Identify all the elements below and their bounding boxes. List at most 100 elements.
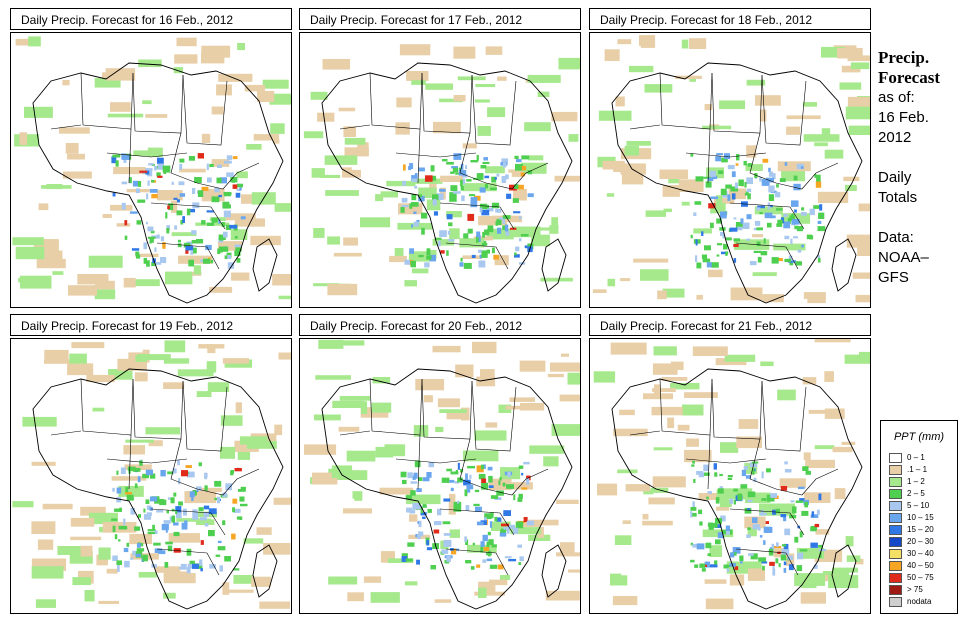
country-border bbox=[132, 378, 184, 440]
precip-cell bbox=[470, 200, 478, 208]
precip-cell bbox=[510, 527, 541, 535]
precip-cell bbox=[163, 520, 171, 524]
continent-outline bbox=[611, 368, 863, 610]
precip-cell bbox=[203, 505, 210, 510]
precip-cell bbox=[551, 111, 578, 122]
precip-cell bbox=[142, 473, 149, 479]
precip-cell bbox=[418, 477, 423, 481]
precip-cell bbox=[478, 249, 482, 253]
precip-cell bbox=[462, 178, 466, 185]
precip-cell bbox=[474, 591, 505, 596]
precip-cell bbox=[499, 477, 502, 481]
precip-cell bbox=[460, 179, 463, 187]
precip-cell bbox=[147, 226, 154, 232]
legend-swatch bbox=[889, 597, 902, 607]
precip-cell bbox=[395, 122, 410, 135]
precip-cell bbox=[216, 84, 232, 96]
precip-cell bbox=[484, 229, 490, 236]
precip-cell bbox=[745, 475, 751, 479]
precip-cell bbox=[181, 470, 188, 477]
legend-item: 40 – 50 bbox=[889, 561, 955, 571]
precip-cell bbox=[593, 371, 616, 383]
precip-cell bbox=[185, 249, 189, 254]
precip-cell bbox=[797, 249, 802, 253]
precip-cell bbox=[182, 216, 185, 223]
precip-cell bbox=[317, 112, 335, 122]
precip-cell bbox=[652, 476, 686, 488]
precip-cell bbox=[22, 416, 57, 427]
precip-cell bbox=[708, 269, 723, 278]
precip-cell bbox=[155, 566, 181, 573]
precip-cell bbox=[451, 548, 457, 555]
precip-cell bbox=[808, 409, 836, 414]
precip-cell bbox=[136, 548, 145, 552]
precip-cell bbox=[549, 225, 559, 234]
precip-cell bbox=[163, 592, 176, 599]
precip-cell bbox=[191, 230, 197, 235]
precip-cell bbox=[440, 250, 445, 254]
precip-cell bbox=[457, 462, 460, 470]
precip-cell bbox=[180, 220, 184, 225]
precip-cell bbox=[164, 340, 186, 353]
precip-cell bbox=[416, 488, 422, 492]
precip-cell bbox=[810, 514, 819, 518]
country-border bbox=[170, 132, 198, 184]
precip-cell bbox=[448, 239, 455, 242]
country-border bbox=[417, 434, 421, 490]
precip-cell bbox=[135, 553, 141, 558]
precip-cell bbox=[707, 553, 711, 556]
precip-cell bbox=[503, 527, 508, 530]
legend-label: 15 – 20 bbox=[907, 525, 934, 534]
precip-cell bbox=[720, 442, 739, 453]
precip-cell bbox=[116, 223, 131, 227]
precip-cell bbox=[132, 467, 141, 472]
precip-cell bbox=[794, 225, 799, 230]
precip-cell bbox=[448, 502, 456, 515]
precip-cell bbox=[850, 62, 870, 70]
precip-cell bbox=[513, 494, 516, 501]
precip-cell bbox=[418, 505, 423, 510]
precip-cell bbox=[57, 546, 87, 555]
precip-cell bbox=[88, 255, 123, 268]
precip-cell bbox=[163, 358, 190, 364]
precip-cell bbox=[720, 232, 724, 236]
precip-cell bbox=[501, 176, 507, 183]
precip-cell bbox=[747, 568, 765, 581]
precip-cell bbox=[696, 471, 704, 475]
precip-cell bbox=[201, 52, 225, 64]
precip-cell bbox=[160, 236, 165, 242]
precip-cell bbox=[145, 221, 148, 225]
precip-cell bbox=[236, 171, 248, 179]
precip-cell bbox=[463, 233, 469, 239]
precip-cell bbox=[130, 557, 134, 560]
precip-cell bbox=[477, 521, 484, 526]
precip-cell bbox=[841, 441, 856, 445]
precip-cell bbox=[710, 203, 726, 214]
precip-cell bbox=[167, 471, 174, 475]
precip-cell bbox=[426, 248, 431, 256]
precip-cell bbox=[745, 164, 763, 171]
precip-cell bbox=[662, 288, 685, 298]
precip-cell bbox=[457, 500, 460, 504]
precip-cell bbox=[42, 503, 73, 510]
precip-cell bbox=[529, 445, 565, 454]
precip-cell bbox=[720, 211, 727, 218]
precip-cell bbox=[461, 195, 465, 202]
precip-cell bbox=[657, 290, 667, 300]
precip-cell bbox=[211, 217, 218, 223]
precip-cell bbox=[132, 180, 139, 187]
legend-item: nodata bbox=[889, 597, 955, 607]
precip-cell bbox=[459, 238, 484, 248]
precip-cell bbox=[211, 159, 230, 167]
precip-cell bbox=[769, 561, 775, 566]
precip-cell bbox=[196, 239, 204, 244]
legend-label: 50 – 75 bbox=[907, 573, 934, 582]
precip-cell bbox=[219, 446, 236, 459]
precip-cell bbox=[742, 222, 750, 229]
island-outline bbox=[252, 544, 278, 598]
precip-cell bbox=[784, 235, 790, 240]
precip-cell bbox=[620, 163, 646, 175]
precip-cell bbox=[201, 220, 206, 225]
precip-cell bbox=[338, 107, 356, 112]
precip-cell bbox=[232, 156, 238, 160]
